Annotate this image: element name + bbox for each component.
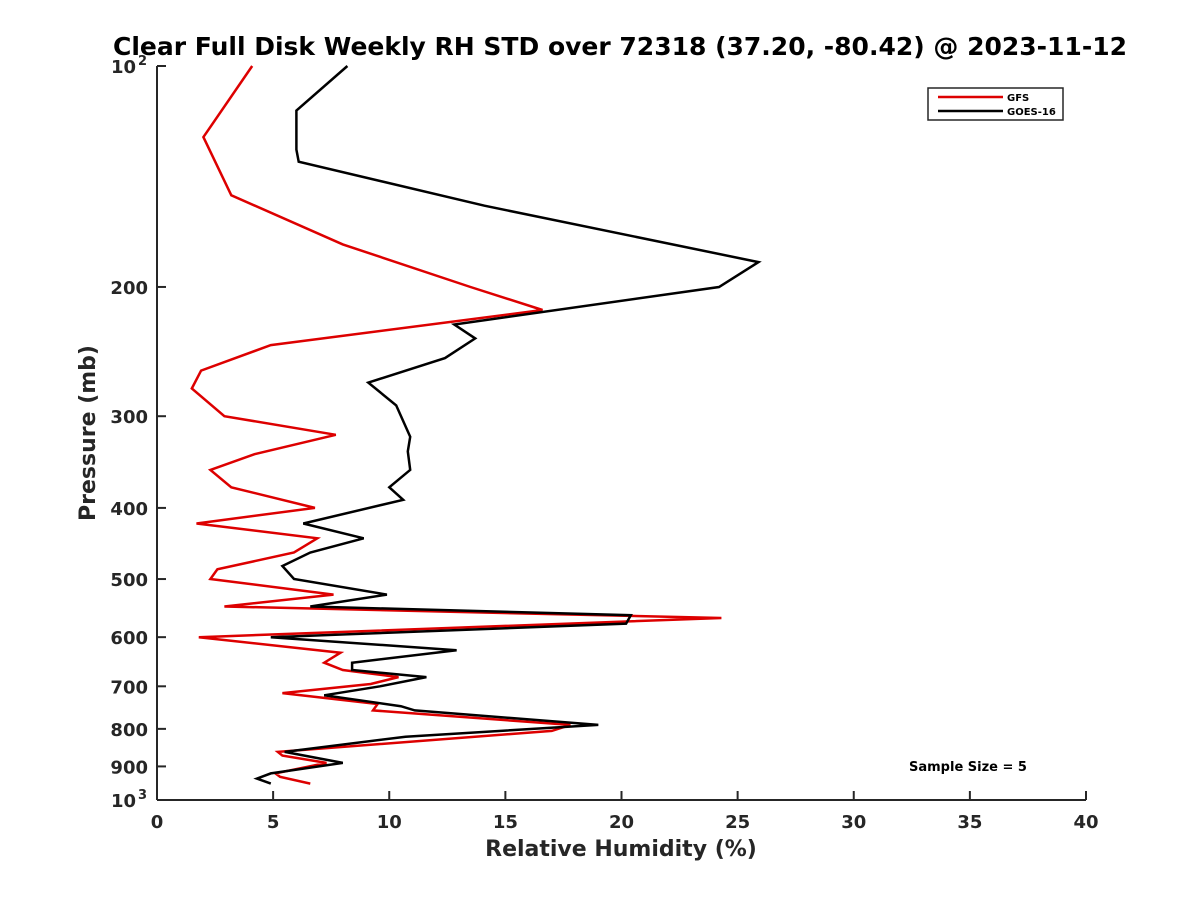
y-tick-label: 10 — [111, 791, 136, 812]
legend-box — [927, 87, 1064, 121]
y-tick-label: 700 — [110, 677, 148, 698]
x-tick-label: 5 — [267, 812, 280, 833]
x-axis-label: Relative Humidity (%) — [485, 837, 757, 862]
x-tick-label: 20 — [609, 812, 634, 833]
x-tick-label: 25 — [725, 812, 750, 833]
x-tick-label: 30 — [841, 812, 866, 833]
x-tick-label: 0 — [151, 812, 164, 833]
series-layer — [190, 65, 762, 785]
legend: GFS GOES-16 — [927, 87, 1064, 121]
x-ticks: 0 5 10 15 20 25 30 35 40 — [151, 791, 1099, 833]
y-tick-label: 300 — [110, 407, 148, 428]
plot-area — [156, 65, 1086, 801]
y-tick-label: 400 — [110, 499, 148, 520]
legend-label-gfs: GFS — [1007, 93, 1029, 104]
y-tick-label: 900 — [110, 757, 148, 778]
x-tick-label: 15 — [493, 812, 518, 833]
y-axis-label: Pressure (mb) — [76, 345, 101, 521]
chart-title: Clear Full Disk Weekly RH STD over 72318… — [113, 32, 1127, 61]
x-tick-label: 40 — [1073, 812, 1098, 833]
y-tick-exponent: 2 — [138, 54, 147, 69]
y-tick-label: 500 — [110, 570, 148, 591]
y-tick-label: 200 — [110, 278, 148, 299]
x-tick-label: 10 — [377, 812, 402, 833]
x-tick-label: 35 — [957, 812, 982, 833]
series-line-gfs — [190, 65, 722, 785]
legend-label-goes16: GOES-16 — [1007, 107, 1056, 118]
y-tick-exponent: 3 — [138, 788, 147, 803]
series-line-goes16 — [253, 65, 762, 785]
y-tick-label: 600 — [110, 628, 148, 649]
y-tick-label: 800 — [110, 720, 148, 741]
sample-size-annotation: Sample Size = 5 — [909, 760, 1027, 775]
y-tick-label: 10 — [111, 57, 136, 78]
